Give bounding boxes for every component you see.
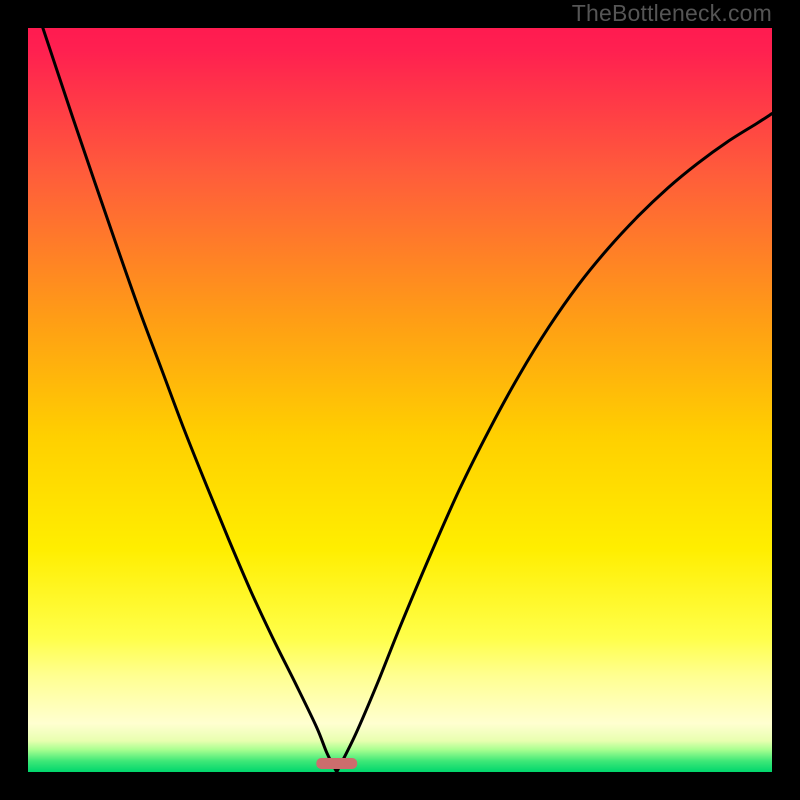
watermark-text: TheBottleneck.com (572, 0, 772, 27)
chart-gradient-background (28, 28, 772, 772)
optimum-marker (316, 758, 357, 769)
chart-frame: TheBottleneck.com (0, 0, 800, 800)
bottleneck-curve-chart (0, 0, 800, 800)
